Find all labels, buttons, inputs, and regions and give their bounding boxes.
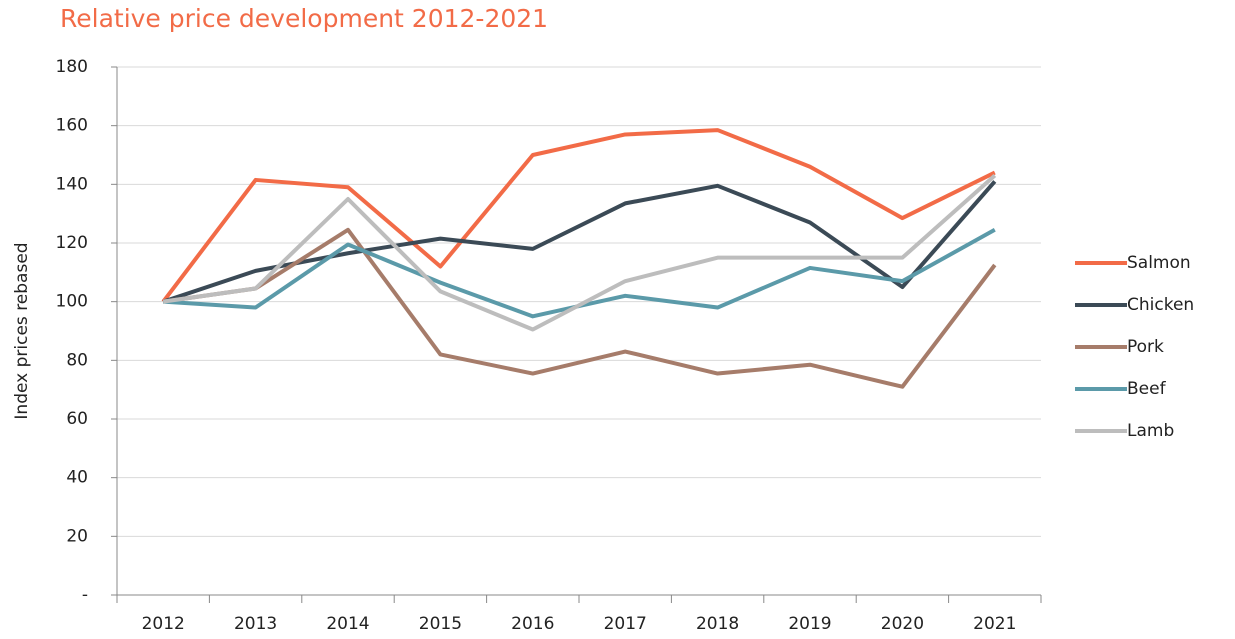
y-tick-label: 180 — [56, 57, 88, 77]
x-tick-label: 2013 — [234, 614, 277, 634]
x-tick-label: 2020 — [881, 614, 924, 634]
y-tick-label: 160 — [56, 116, 88, 136]
series-line — [162, 227, 997, 389]
x-tick-label: 2017 — [604, 614, 647, 634]
chart-title: Relative price development 2012-2021 — [60, 4, 548, 33]
legend-label: Beef — [1127, 379, 1167, 399]
y-tick-label: 140 — [56, 174, 88, 194]
y-tick-label: - — [82, 585, 88, 605]
legend-label: Salmon — [1127, 253, 1191, 273]
x-tick-label: 2015 — [419, 614, 462, 634]
y-tick-label: 20 — [66, 526, 88, 546]
y-tick-label: 120 — [56, 233, 88, 253]
x-tick-label: 2012 — [142, 614, 185, 634]
x-tick-label: 2018 — [696, 614, 739, 634]
y-axis-label: Index prices rebased — [12, 242, 32, 419]
y-tick-label: 60 — [66, 409, 88, 429]
y-tick-label: 40 — [66, 468, 88, 488]
series-line — [161, 128, 996, 303]
y-tick-label: 80 — [66, 350, 88, 370]
x-tick-label: 2021 — [973, 614, 1016, 634]
x-tick-label: 2019 — [788, 614, 831, 634]
legend-label: Chicken — [1127, 295, 1194, 315]
series-line — [162, 174, 997, 332]
y-tick-label: 100 — [56, 292, 88, 312]
legend-label: Lamb — [1127, 421, 1174, 441]
legend-label: Pork — [1127, 337, 1164, 357]
x-tick-label: 2014 — [326, 614, 369, 634]
x-tick-label: 2016 — [511, 614, 554, 634]
series-line — [162, 180, 997, 304]
